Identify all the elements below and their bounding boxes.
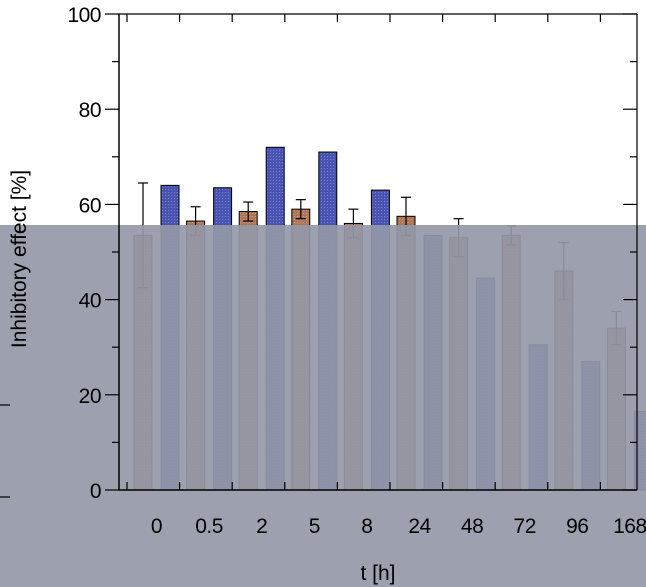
y-tick-label: 0 — [90, 480, 101, 503]
gray-overlay — [0, 225, 646, 587]
x-tick-label: 96 — [566, 515, 588, 538]
x-tick-label: 5 — [309, 515, 320, 538]
x-axis-title: t [h] — [360, 562, 395, 585]
x-tick-label: 168 — [613, 515, 646, 538]
x-tick-label: 2 — [256, 515, 267, 538]
y-tick-label: 80 — [79, 99, 101, 122]
y-axis-title: Inhibitory effect [%] — [8, 170, 31, 348]
x-tick-label: 72 — [514, 515, 536, 538]
axes — [0, 13, 638, 498]
y-tick-label: 40 — [79, 290, 101, 313]
x-tick-label: 8 — [361, 515, 372, 538]
x-tick-label: 48 — [461, 515, 483, 538]
y-tick-label: 20 — [79, 385, 101, 408]
x-tick-label: 0.5 — [195, 515, 223, 538]
y-tick-label: 60 — [79, 194, 101, 217]
tick-labels: 0 20 40 60 80 100 0 0.5 2 5 8 24 48 72 96 168 — [67, 4, 646, 538]
x-tick-label: 24 — [408, 515, 431, 538]
x-tick-label: 0 — [151, 515, 162, 538]
y-tick-label: 100 — [67, 4, 101, 27]
